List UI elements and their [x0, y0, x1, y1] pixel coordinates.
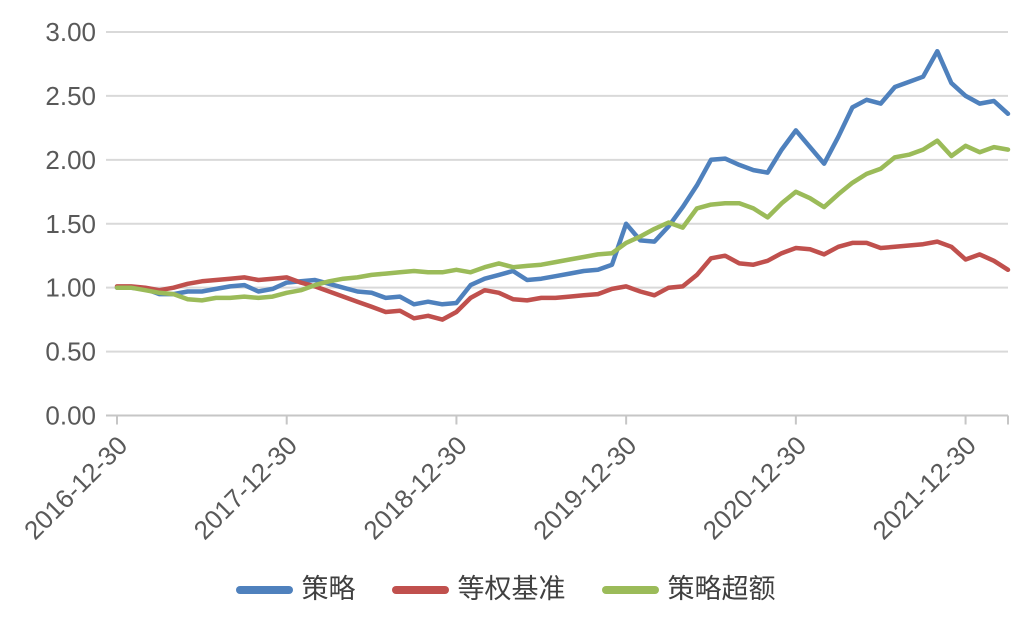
y-axis-label: 1.00 [45, 273, 96, 303]
legend-label-strategy: 策略 [301, 574, 356, 604]
y-axis-label: 2.00 [45, 145, 96, 175]
x-axis-label: 2018-12-30 [357, 430, 472, 545]
strategy-line-swatch [235, 585, 293, 594]
x-axis-label: 2016-12-30 [18, 430, 133, 545]
y-axis-label: 0.00 [45, 401, 96, 431]
legend-item-equal-weight-benchmark: 等权基准 [391, 574, 566, 604]
benchmark-line-swatch [391, 585, 449, 594]
x-axis-label: 2019-12-30 [527, 430, 642, 545]
legend-label-equal-weight-benchmark: 等权基准 [457, 574, 566, 604]
series-line-0 [114, 48, 1011, 307]
y-axis-label: 1.50 [45, 209, 96, 239]
x-axis-label: 2017-12-30 [188, 430, 303, 545]
x-axis-label: 2021-12-30 [867, 430, 982, 545]
x-axis-label: 2020-12-30 [697, 430, 812, 545]
series-line-2 [114, 138, 1011, 303]
y-axis-label: 0.50 [45, 337, 96, 367]
excess-line-swatch [601, 585, 659, 594]
legend-item-strategy-excess: 策略超额 [601, 574, 776, 604]
y-axis-label: 2.50 [45, 81, 96, 111]
series-line-1 [114, 239, 1011, 322]
y-axis-label: 3.00 [45, 17, 96, 47]
legend-label-strategy-excess: 策略超额 [667, 574, 776, 604]
chart-legend: 策略 等权基准 策略超额 [0, 576, 1011, 603]
legend-item-strategy: 策略 [235, 574, 356, 604]
